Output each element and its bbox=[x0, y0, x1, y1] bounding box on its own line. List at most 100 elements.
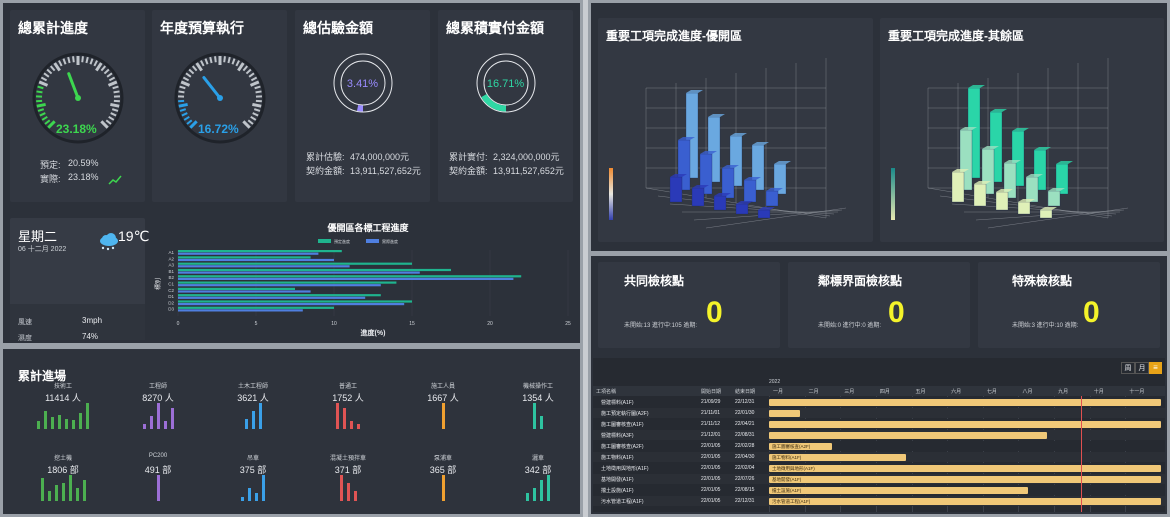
gantt-month-label: 三月 bbox=[844, 389, 855, 395]
gantt-bar[interactable] bbox=[769, 432, 1048, 439]
attendance-bar bbox=[75, 488, 79, 501]
gantt-row[interactable]: 施工預定執行圖(A2F) 21/11/01 22/01/30 bbox=[593, 408, 1165, 418]
gantt-chart: 周 月 ≡ 2022 工項名稱 開始日期 結束日期 一月 二月 三月 四月 五月 六月 七月… bbox=[593, 358, 1165, 512]
gantt-row[interactable]: 施工圖審核查(A1F) 21/11/12 22/04/21 bbox=[593, 419, 1165, 429]
bar-D2-0 bbox=[178, 300, 412, 303]
gantt-bar-label: 擋土設施(A1F) bbox=[772, 488, 802, 493]
gantt-year: 2022 bbox=[769, 379, 781, 385]
donut-icon bbox=[332, 52, 394, 114]
attendance-value: 3621 人 bbox=[237, 393, 269, 403]
attendance-bar bbox=[248, 488, 251, 501]
gantt-header-start: 開始日期 bbox=[701, 389, 722, 395]
y-tick-label: C2 bbox=[168, 288, 174, 293]
gantt-bar[interactable]: 污水管道工程(A1F) bbox=[769, 498, 1161, 505]
attendance-bar bbox=[44, 410, 47, 429]
kpi-value: 16.72% bbox=[198, 122, 239, 136]
gantt-month-label: 一月 bbox=[773, 389, 784, 395]
attendance-bar bbox=[40, 477, 44, 501]
gantt-menu-icon[interactable]: ≡ bbox=[1149, 362, 1162, 374]
gantt-row[interactable]: 施工物料(A1F) 22/01/05 22/04/30 施工物料(A1F) bbox=[593, 452, 1165, 462]
attendance-bar bbox=[262, 475, 265, 501]
x-tick-label: 15 bbox=[409, 321, 415, 327]
chart3d-title: 重要工項完成進度-其餘區 bbox=[888, 29, 1024, 43]
kpi-line-value: 13,911,527,652元 bbox=[493, 166, 564, 176]
bar-D1-0 bbox=[178, 294, 381, 297]
attendance-value: 8270 人 bbox=[142, 393, 174, 403]
kpi-line-label: 契約金額: bbox=[306, 166, 345, 176]
gantt-row[interactable]: 污水管道工程(A1F) 22/01/05 22/12/31 污水管道工程(A1F) bbox=[593, 496, 1165, 506]
gantt-bar[interactable]: 擋土設施(A1F) bbox=[769, 487, 1028, 494]
today-line bbox=[1080, 396, 1082, 512]
attendance-value: 365 部 bbox=[429, 465, 457, 475]
bar-A3-1 bbox=[178, 265, 350, 268]
gantt-bar[interactable] bbox=[769, 410, 801, 417]
gantt-row-start: 22/01/05 bbox=[701, 454, 721, 460]
gantt-row[interactable]: 擋土設施(A1F) 22/01/05 22/08/15 擋土設施(A1F) bbox=[593, 485, 1165, 495]
attendance-bar bbox=[343, 408, 346, 429]
gantt-bar[interactable]: 土地徵用與地形(A1F) bbox=[769, 465, 1161, 472]
bar-B2-0 bbox=[178, 275, 522, 278]
bar-A1-0 bbox=[178, 250, 342, 253]
gantt-row-name: 施工預定執行圖(A2F) bbox=[601, 411, 649, 417]
kpi-title: 總累計進度 bbox=[18, 20, 88, 36]
chart3d-bar bbox=[1025, 176, 1039, 203]
gantt-row-start: 22/01/05 bbox=[701, 498, 721, 504]
gantt-bar-label: 施工物料(A1F) bbox=[772, 455, 802, 460]
gantt-header-end: 結束日期 bbox=[735, 389, 756, 395]
attendance-bar bbox=[54, 485, 58, 501]
attendance-bar bbox=[353, 490, 357, 501]
bar-A3-0 bbox=[178, 262, 412, 265]
gantt-row-end: 22/02/28 bbox=[735, 443, 755, 449]
y-tick-label: D3 bbox=[168, 307, 174, 312]
gantt-bar[interactable]: 基地開發(A1F) bbox=[769, 476, 1161, 483]
gantt-row[interactable]: 土地徵用與地形(A1F) 22/01/05 22/02/04 土地徵用與地形(A1F) bbox=[593, 463, 1165, 473]
gantt-bar[interactable]: 施工物料(A1F) bbox=[769, 454, 907, 461]
y-tick-label: C1 bbox=[168, 282, 174, 287]
attendance-name: 挖土機 bbox=[53, 456, 72, 462]
y-tick-label: B1 bbox=[168, 269, 174, 274]
checkpoint-summary: 未開始:0 進行中:0 逾期: bbox=[818, 323, 882, 329]
gantt-row-name: 營建標料(A1F) bbox=[601, 400, 634, 406]
gantt-row-end: 22/08/15 bbox=[735, 487, 755, 493]
attendance-bar bbox=[170, 408, 174, 429]
y-tick-label: B2 bbox=[168, 275, 174, 280]
gantt-month-label: 九月 bbox=[1058, 389, 1069, 395]
y-tick-label: A1 bbox=[168, 250, 174, 255]
bar-D3-0 bbox=[178, 306, 334, 309]
chart3d-card-1: 重要工項完成進度-其餘區 bbox=[880, 18, 1164, 242]
chart3d-bar bbox=[973, 183, 987, 207]
legend-label: 預定進度 bbox=[334, 238, 350, 244]
wind-label: 風速 bbox=[18, 319, 32, 326]
kpi-line-label: 契約金額: bbox=[449, 166, 488, 176]
bar-A1-1 bbox=[178, 252, 319, 255]
bar-D1-1 bbox=[178, 296, 366, 299]
gantt-row-name: 污水管道工程(A1F) bbox=[601, 499, 644, 505]
gantt-month-label: 六月 bbox=[951, 389, 962, 395]
gantt-row-end: 22/04/21 bbox=[735, 421, 755, 427]
gantt-row[interactable]: 營建標料(A1F) 21/09/29 22/12/31 bbox=[593, 397, 1165, 407]
x-axis-label: 進度(%) bbox=[361, 328, 386, 337]
gantt-row[interactable]: 基地開發(A1F) 22/01/05 22/07/26 基地開發(A1F) bbox=[593, 474, 1165, 484]
weather-card: 星期二 06 十二月 2022 19℃ 風速 3mph 濕度 74% bbox=[10, 218, 149, 342]
attendance-bar bbox=[86, 403, 89, 429]
gantt-bar[interactable]: 施工圖審核查(A2F) bbox=[769, 443, 832, 450]
gantt-row[interactable]: 營建標料(A3F) 21/12/01 22/08/31 bbox=[593, 430, 1165, 440]
gantt-bar-label: 基地開發(A1F) bbox=[772, 477, 802, 482]
gantt-week-button[interactable]: 周 bbox=[1121, 362, 1135, 374]
attendance-bar bbox=[526, 493, 529, 501]
attendance-name: PC200 bbox=[148, 453, 168, 459]
attendance-panel bbox=[3, 349, 580, 514]
attendance-bar bbox=[156, 403, 160, 429]
bar-B1-0 bbox=[178, 268, 451, 272]
gantt-bar[interactable] bbox=[769, 421, 1161, 428]
gantt-bar-label: 土地徵用與地形(A1F) bbox=[772, 466, 815, 471]
attendance-bar bbox=[255, 493, 258, 501]
kpi-card-0: 總累計進度 23.18% 預定: 20.59% 實際: 23.18% bbox=[10, 10, 145, 202]
gantt-row[interactable]: 施工圖審核查(A2F) 22/01/05 22/02/28 施工圖審核查(A2F) bbox=[593, 441, 1165, 451]
kpi-line-label: 預定: bbox=[40, 160, 61, 170]
gantt-month-button[interactable]: 月 bbox=[1135, 362, 1149, 374]
checkpoint-title: 鄰標界面檢核點 bbox=[818, 274, 903, 288]
checkpoint-overdue-count: 0 bbox=[888, 296, 905, 329]
gantt-bar[interactable] bbox=[769, 399, 1161, 406]
attendance-name: 普通工 bbox=[338, 384, 357, 390]
